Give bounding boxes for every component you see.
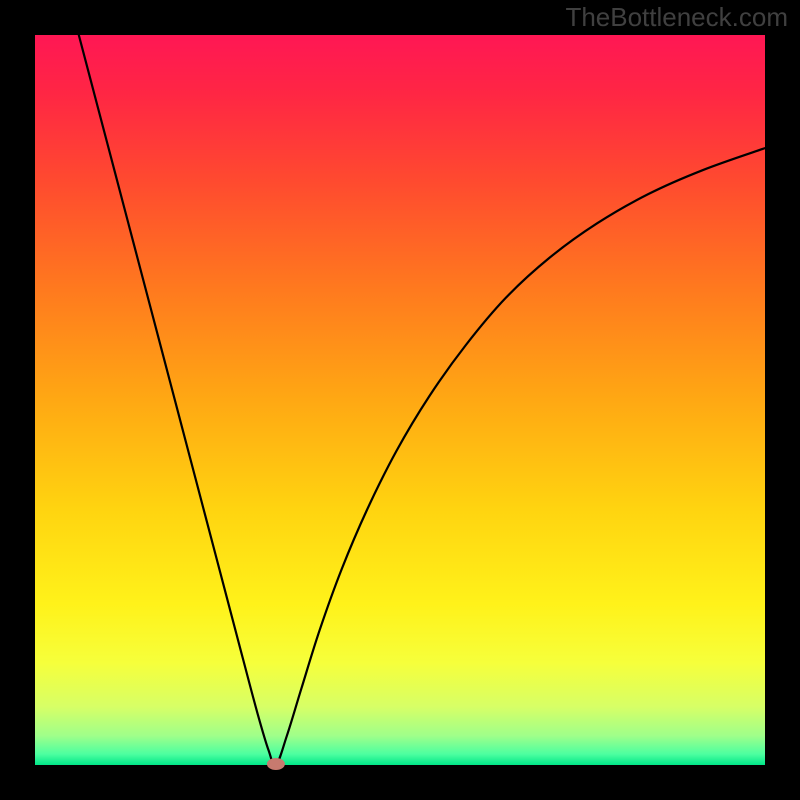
plot-background <box>35 35 765 765</box>
chart-container: { "watermark": "TheBottleneck.com", "cha… <box>0 0 800 800</box>
bottleneck-chart <box>0 0 800 800</box>
minimum-marker <box>267 758 285 770</box>
watermark-text: TheBottleneck.com <box>565 2 788 33</box>
